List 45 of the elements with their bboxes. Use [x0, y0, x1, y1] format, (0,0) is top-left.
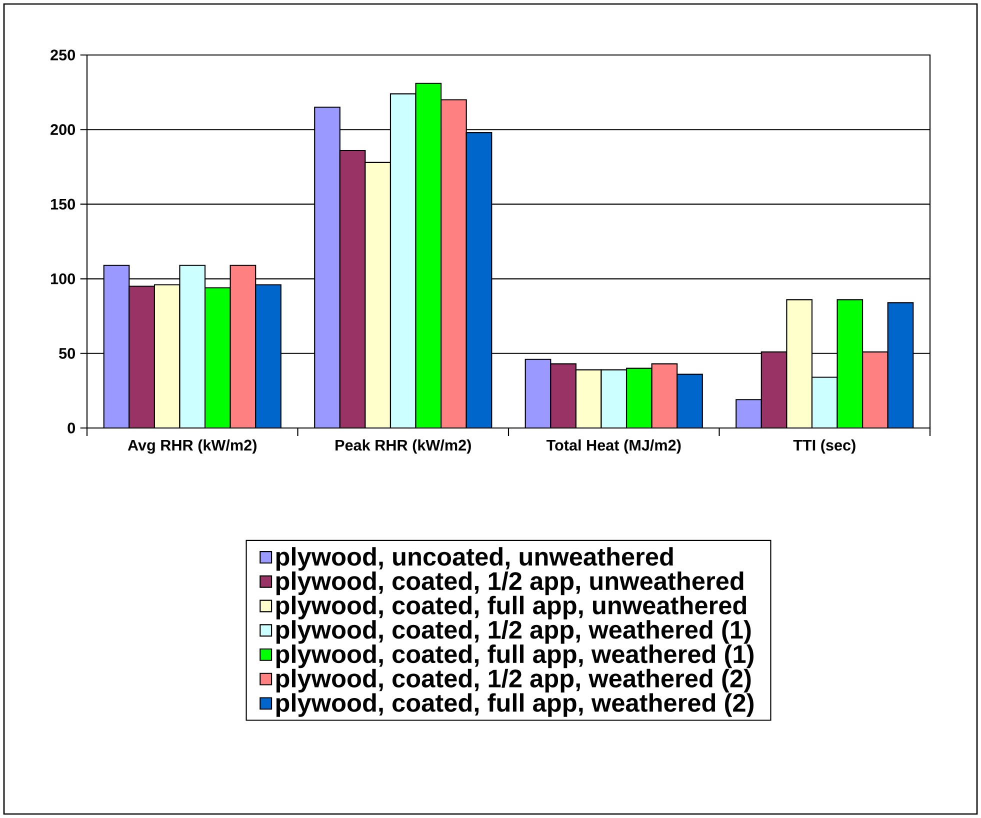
bar: [676, 374, 703, 428]
bar: [651, 363, 678, 428]
bar: [204, 287, 231, 428]
legend-label: plywood, coated, 1/2 app, weathered (2): [276, 668, 751, 692]
bar: [736, 399, 762, 428]
legend-label: plywood, coated, full app, unweathered: [276, 596, 746, 620]
bar: [626, 368, 652, 428]
y-tick-label: 200: [50, 124, 75, 136]
bar: [255, 284, 282, 428]
bar: [440, 99, 467, 428]
bar: [786, 299, 813, 428]
bar: [550, 363, 576, 428]
bar: [128, 286, 155, 428]
y-tick-label: 150: [51, 198, 75, 210]
y-tick-label: 250: [50, 50, 75, 60]
bar: [339, 150, 366, 428]
bar: [811, 376, 838, 428]
bar: [314, 106, 340, 428]
x-tick-label: TTI (sec): [793, 439, 856, 454]
bar: [887, 302, 914, 428]
bar: [230, 264, 256, 428]
legend-label: plywood, coated, 1/2 app, unweathered: [276, 571, 744, 596]
y-tick-label: 100: [51, 273, 75, 284]
bar: [154, 284, 180, 428]
legend-label: plywood, coated, full app, weathered (1): [276, 644, 754, 668]
bar: [836, 299, 864, 428]
bar: [390, 93, 416, 428]
legend-label: plywood, uncoated, unweathered: [276, 547, 673, 571]
legend-label: plywood, coated, 1/2 app, weathered (1): [276, 620, 751, 644]
bar: [575, 369, 602, 428]
bar: [179, 264, 206, 428]
bar: [760, 351, 788, 428]
bar: [524, 358, 552, 428]
bar: [466, 132, 492, 428]
legend-label: plywood, coated, full app, weathered (2): [276, 693, 754, 717]
y-tick-label: 50: [59, 348, 75, 359]
bar: [600, 369, 628, 428]
bar: [862, 351, 888, 428]
y-tick-label: 0: [68, 422, 75, 434]
x-tick-label: Total Heat (MJ/m2): [546, 439, 681, 454]
bar: [415, 82, 442, 428]
x-tick-label: Peak RHR (kW/m2): [336, 439, 471, 454]
bar: [103, 264, 130, 428]
x-tick-label: Avg RHR (kW/m2): [128, 439, 256, 454]
bar: [364, 162, 392, 428]
